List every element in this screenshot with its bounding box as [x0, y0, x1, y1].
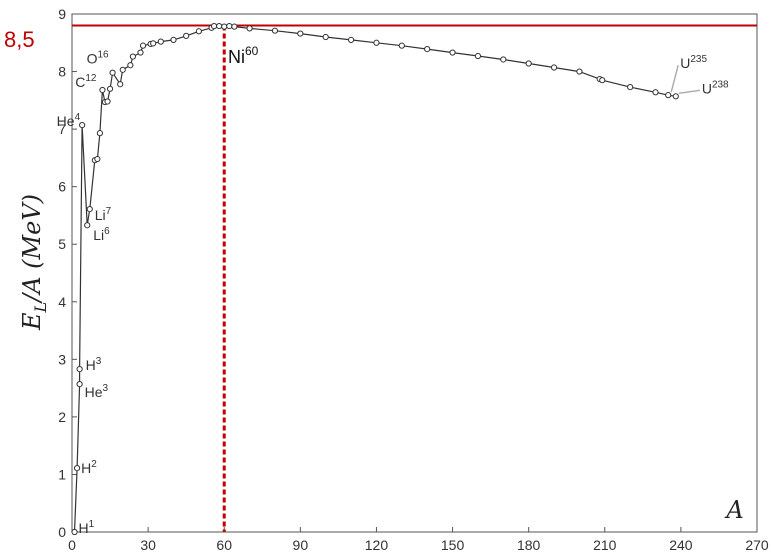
ni60-label: Ni60: [228, 44, 259, 67]
isotope-label: U238: [702, 79, 729, 96]
x-tick-label: 120: [365, 537, 389, 553]
data-point: [399, 43, 404, 48]
data-point: [600, 78, 605, 83]
data-point: [450, 50, 455, 55]
data-point: [272, 28, 277, 33]
data-point: [72, 529, 77, 534]
data-point: [128, 63, 133, 68]
x-tick-label: 30: [140, 537, 156, 553]
isotope-label: C12: [75, 73, 97, 90]
isotope-labels: H1 H2 He3 H3 He4 Li6 Li7 C12 O16 U235 U238: [57, 50, 729, 536]
data-point: [140, 43, 145, 48]
y-tick-label: 6: [58, 179, 66, 195]
leader-line: [671, 65, 678, 92]
x-axis-label: A: [724, 496, 743, 524]
data-point: [673, 94, 678, 99]
data-point: [425, 47, 430, 52]
x-tick-label: 270: [745, 537, 769, 553]
data-point: [158, 39, 163, 44]
data-point: [348, 37, 353, 42]
data-point: [298, 31, 303, 36]
data-point: [100, 87, 105, 92]
data-point: [107, 86, 112, 91]
isotope-label: H2: [81, 459, 97, 476]
isotope-label: U235: [680, 54, 707, 71]
data-point: [118, 82, 123, 87]
data-point: [501, 57, 506, 62]
data-point: [217, 23, 222, 28]
data-point: [74, 466, 79, 471]
data-point: [130, 54, 135, 59]
data-point: [171, 37, 176, 42]
isotope-label: He3: [85, 383, 109, 400]
y-tick-label: 1: [58, 466, 66, 482]
data-point: [105, 99, 110, 104]
data-point: [551, 65, 556, 70]
data-point: [211, 23, 216, 28]
x-axis-ticks: 0 30 60 90 120 150 180 210 240 270: [68, 527, 769, 553]
series-line: [75, 26, 676, 532]
x-tick-label: 240: [669, 537, 693, 553]
data-point: [526, 61, 531, 66]
y-axis-label: EL/A (MeV): [18, 194, 50, 331]
isotope-label: O16: [87, 50, 109, 67]
data-point: [184, 33, 189, 38]
isotope-label: He4: [57, 112, 81, 129]
y-tick-label: 9: [58, 6, 66, 22]
y-tick-label: 0: [58, 524, 66, 540]
data-point: [222, 24, 227, 29]
x-tick-label: 0: [68, 537, 76, 553]
data-point: [323, 34, 328, 39]
data-point: [87, 207, 92, 212]
data-point: [653, 90, 658, 95]
data-point: [577, 69, 582, 74]
y-tick-label: 4: [58, 294, 66, 310]
y-tick-label: 3: [58, 351, 66, 367]
leader-line: [679, 90, 700, 93]
data-point: [95, 156, 100, 161]
data-point: [97, 131, 102, 136]
y-tick-label: 8: [58, 64, 66, 80]
y-tick-label: 5: [58, 236, 66, 252]
data-point: [110, 70, 115, 75]
x-tick-label: 90: [293, 537, 309, 553]
data-point: [196, 29, 201, 34]
reference-value-label: 8,5: [4, 27, 35, 52]
isotope-label: H3: [86, 356, 102, 373]
data-point: [120, 67, 125, 72]
data-point: [138, 50, 143, 55]
x-tick-label: 210: [593, 537, 617, 553]
data-point: [151, 41, 156, 46]
data-point: [77, 367, 82, 372]
data-point: [232, 24, 237, 29]
x-tick-label: 180: [517, 537, 541, 553]
data-point: [85, 223, 90, 228]
x-tick-label: 150: [441, 537, 465, 553]
y-tick-label: 2: [58, 409, 66, 425]
data-point: [247, 26, 252, 31]
isotope-label: H1: [79, 519, 95, 536]
isotope-label: Li6: [93, 226, 110, 243]
reference-lines: [72, 26, 757, 532]
x-tick-label: 60: [216, 537, 232, 553]
binding-energy-series: [72, 23, 678, 534]
data-point: [227, 23, 232, 28]
data-point: [374, 40, 379, 45]
data-point: [666, 93, 671, 98]
data-point: [628, 84, 633, 89]
isotope-label: Li7: [95, 206, 112, 223]
data-point: [475, 53, 480, 58]
data-point: [77, 381, 82, 386]
data-point: [80, 122, 85, 127]
